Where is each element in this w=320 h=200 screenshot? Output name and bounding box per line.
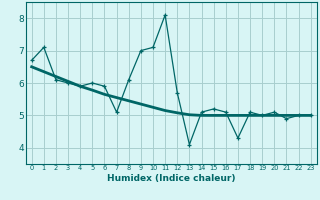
X-axis label: Humidex (Indice chaleur): Humidex (Indice chaleur): [107, 174, 236, 183]
